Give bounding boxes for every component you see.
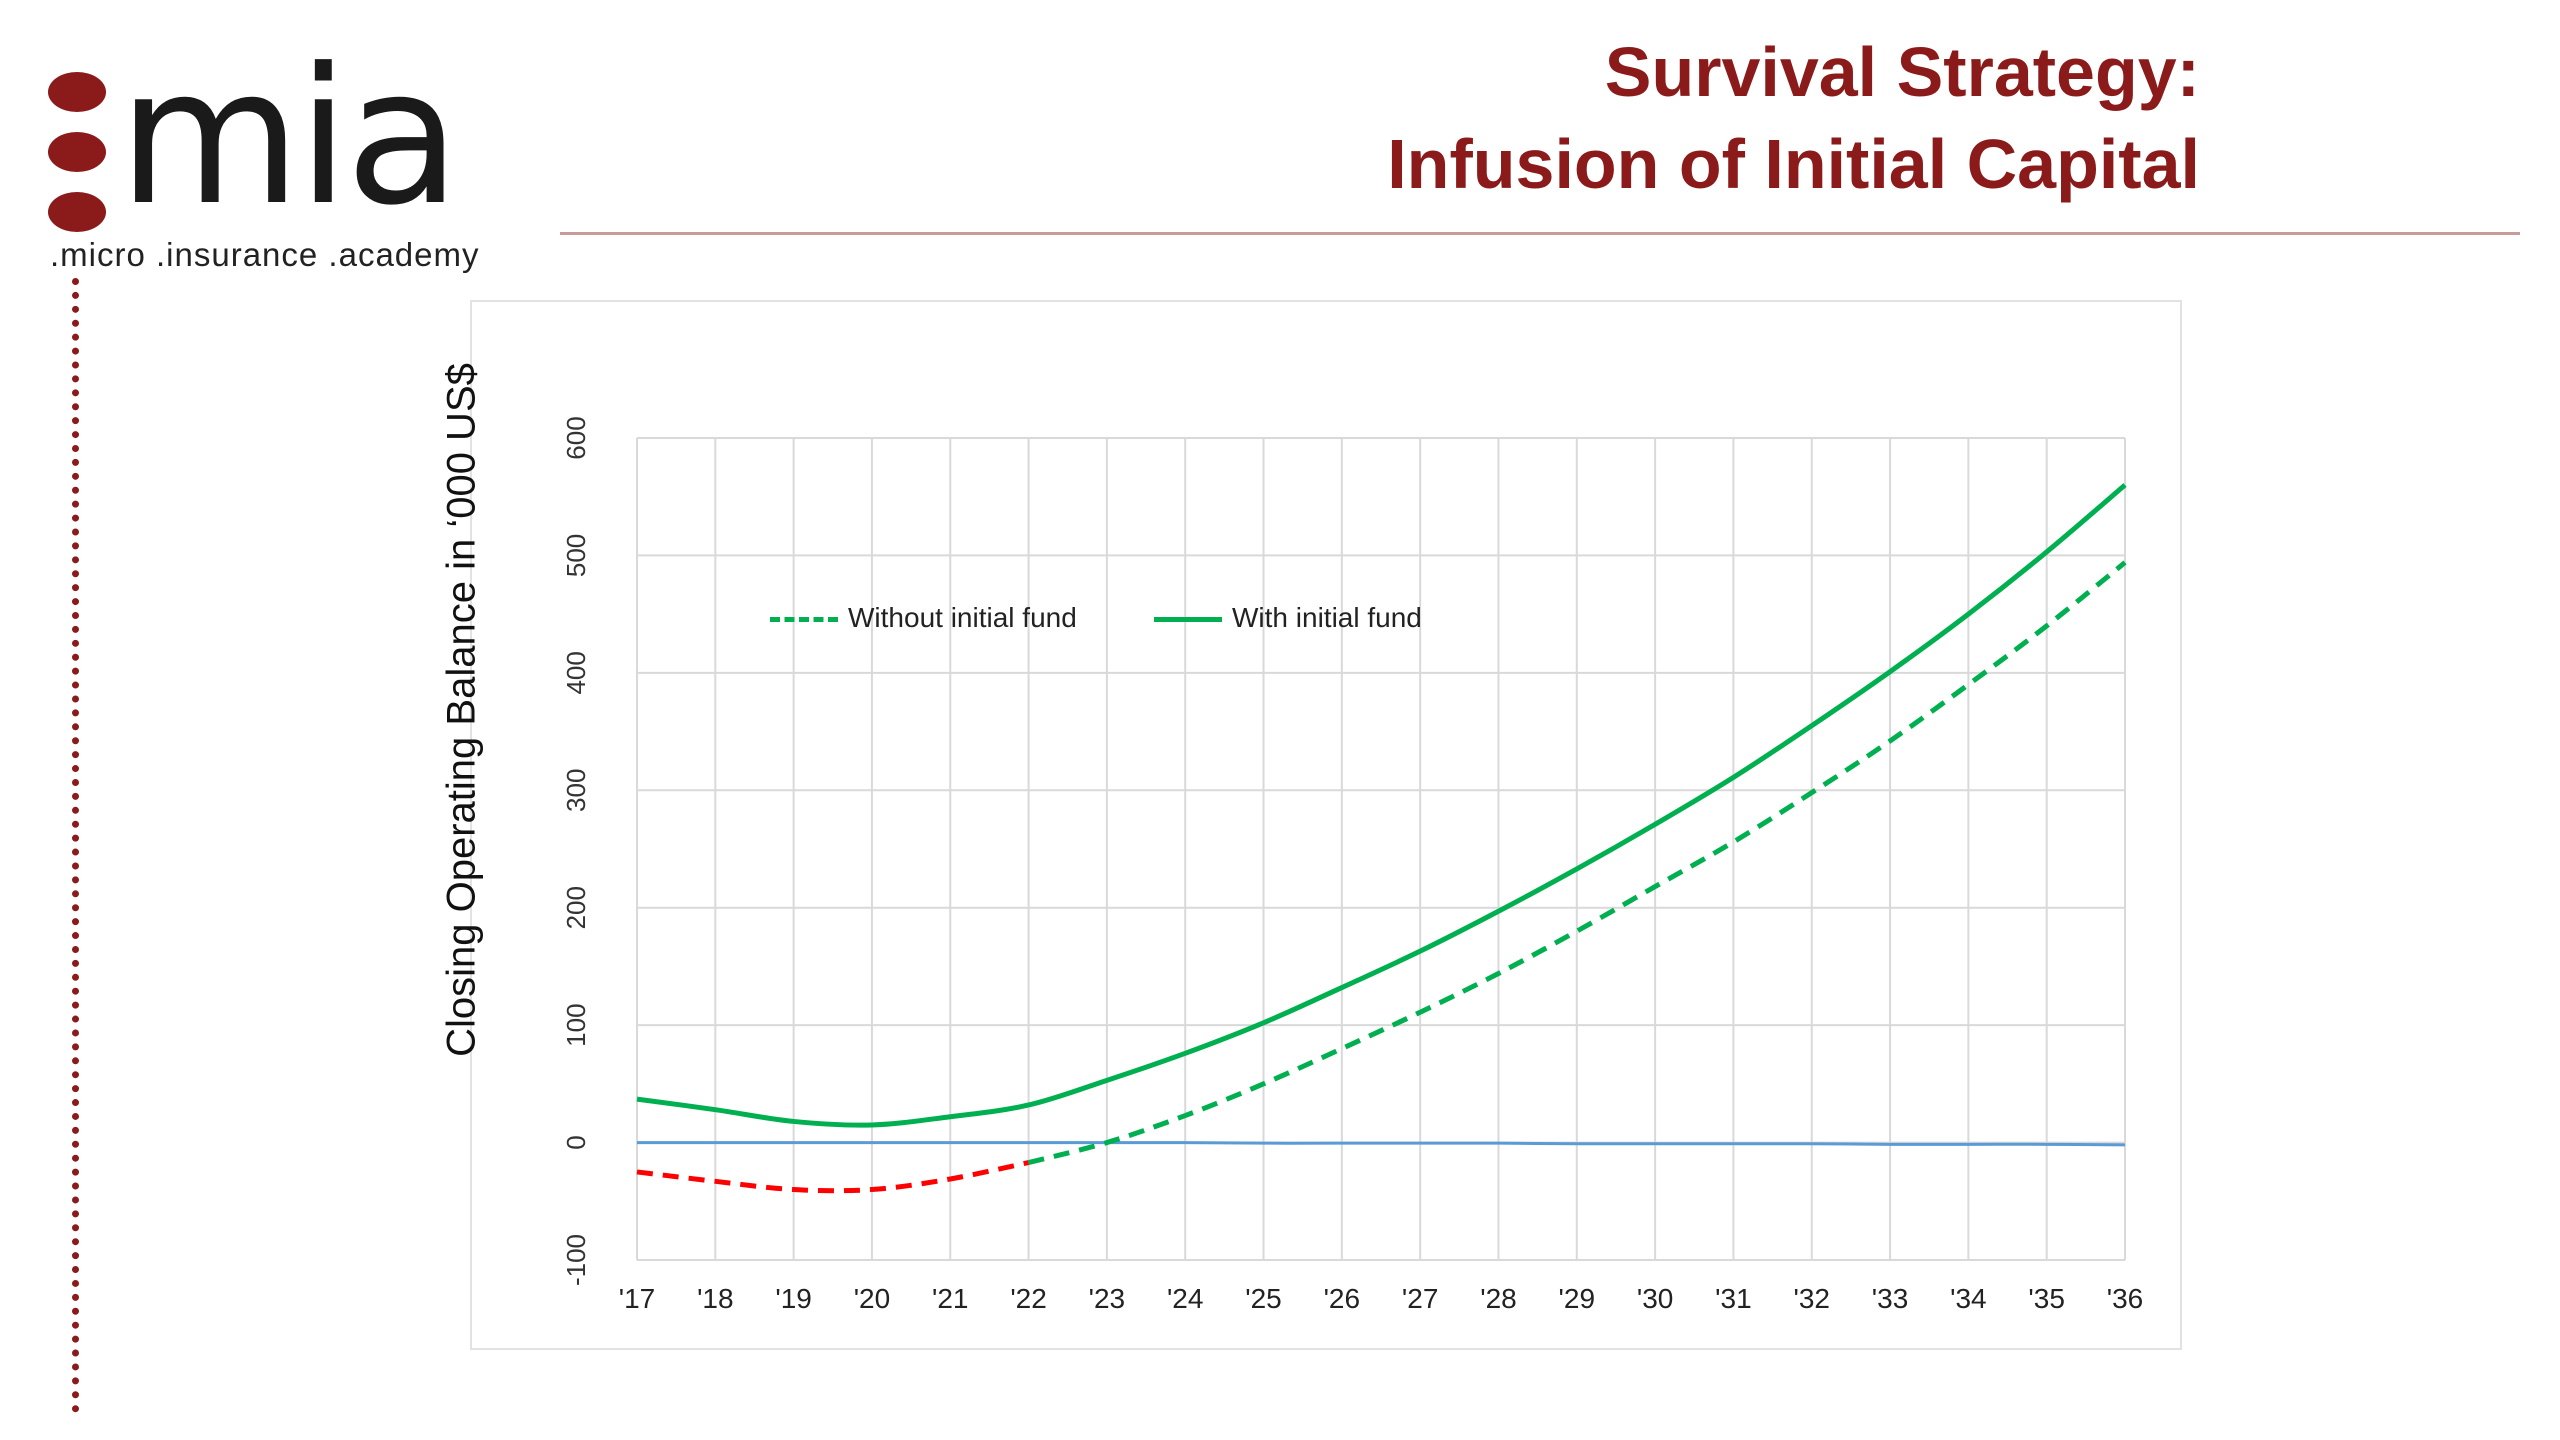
x-tick-label: '20 bbox=[854, 1283, 891, 1314]
x-tick-label: '23 bbox=[1089, 1283, 1126, 1314]
x-tick-label: '36 bbox=[2107, 1283, 2144, 1314]
legend-label: With initial fund bbox=[1232, 602, 1422, 633]
x-tick-label: '22 bbox=[1010, 1283, 1047, 1314]
x-tick-label: '21 bbox=[932, 1283, 969, 1314]
logo-dot bbox=[48, 72, 106, 112]
mia-logo: mia .micro .insurance .academy bbox=[48, 44, 568, 280]
x-tick-label: '25 bbox=[1245, 1283, 1282, 1314]
logo-tagline: .micro .insurance .academy bbox=[50, 236, 480, 273]
y-tick-label: -100 bbox=[561, 1234, 591, 1286]
x-tick-label: '33 bbox=[1872, 1283, 1909, 1314]
title-divider bbox=[560, 232, 2520, 235]
chart-frame bbox=[470, 300, 2182, 1350]
side-dotted-rule bbox=[72, 278, 79, 1413]
y-tick-label: 600 bbox=[561, 416, 591, 459]
x-tick-label: '28 bbox=[1480, 1283, 1517, 1314]
x-tick-label: '24 bbox=[1167, 1283, 1204, 1314]
y-tick-label: 100 bbox=[561, 1003, 591, 1046]
x-tick-label: '31 bbox=[1715, 1283, 1752, 1314]
legend-swatch-solid bbox=[1154, 617, 1222, 622]
y-axis-title: Closing Operating Balance in ‘000 US$ bbox=[439, 363, 484, 1057]
y-tick-label: 0 bbox=[561, 1135, 591, 1149]
x-tick-label: '29 bbox=[1559, 1283, 1596, 1314]
slide-title: Survival Strategy: Infusion of Initial C… bbox=[1387, 26, 2200, 210]
x-tick-label: '32 bbox=[1793, 1283, 1830, 1314]
y-tick-label: 300 bbox=[561, 769, 591, 812]
title-line-1: Survival Strategy: bbox=[1604, 33, 2200, 111]
y-tick-label: 200 bbox=[561, 886, 591, 929]
series-line-with-initial-fund bbox=[636, 483, 2127, 1128]
x-tick-label: '19 bbox=[775, 1283, 812, 1314]
series-line-without-initial-fund-negative bbox=[636, 1160, 1030, 1194]
x-tick-label: '30 bbox=[1637, 1283, 1674, 1314]
logo-wordmark: mia bbox=[118, 28, 461, 247]
x-tick-label: '34 bbox=[1950, 1283, 1987, 1314]
logo-dot bbox=[48, 132, 106, 172]
x-tick-label: '27 bbox=[1402, 1283, 1439, 1314]
x-tick-label: '26 bbox=[1324, 1283, 1361, 1314]
logo-dot bbox=[48, 192, 106, 232]
zero-baseline bbox=[637, 1141, 2126, 1147]
y-tick-label: 400 bbox=[561, 651, 591, 694]
legend-swatch-dashed bbox=[770, 617, 838, 622]
y-tick-label: 500 bbox=[561, 534, 591, 577]
x-tick-label: '17 bbox=[619, 1283, 656, 1314]
series-line-without-initial-fund bbox=[1027, 560, 2127, 1165]
x-tick-label: '35 bbox=[2028, 1283, 2065, 1314]
x-tick-label: '18 bbox=[697, 1283, 734, 1314]
title-line-2: Infusion of Initial Capital bbox=[1387, 125, 2200, 203]
legend-label: Without initial fund bbox=[848, 602, 1077, 633]
